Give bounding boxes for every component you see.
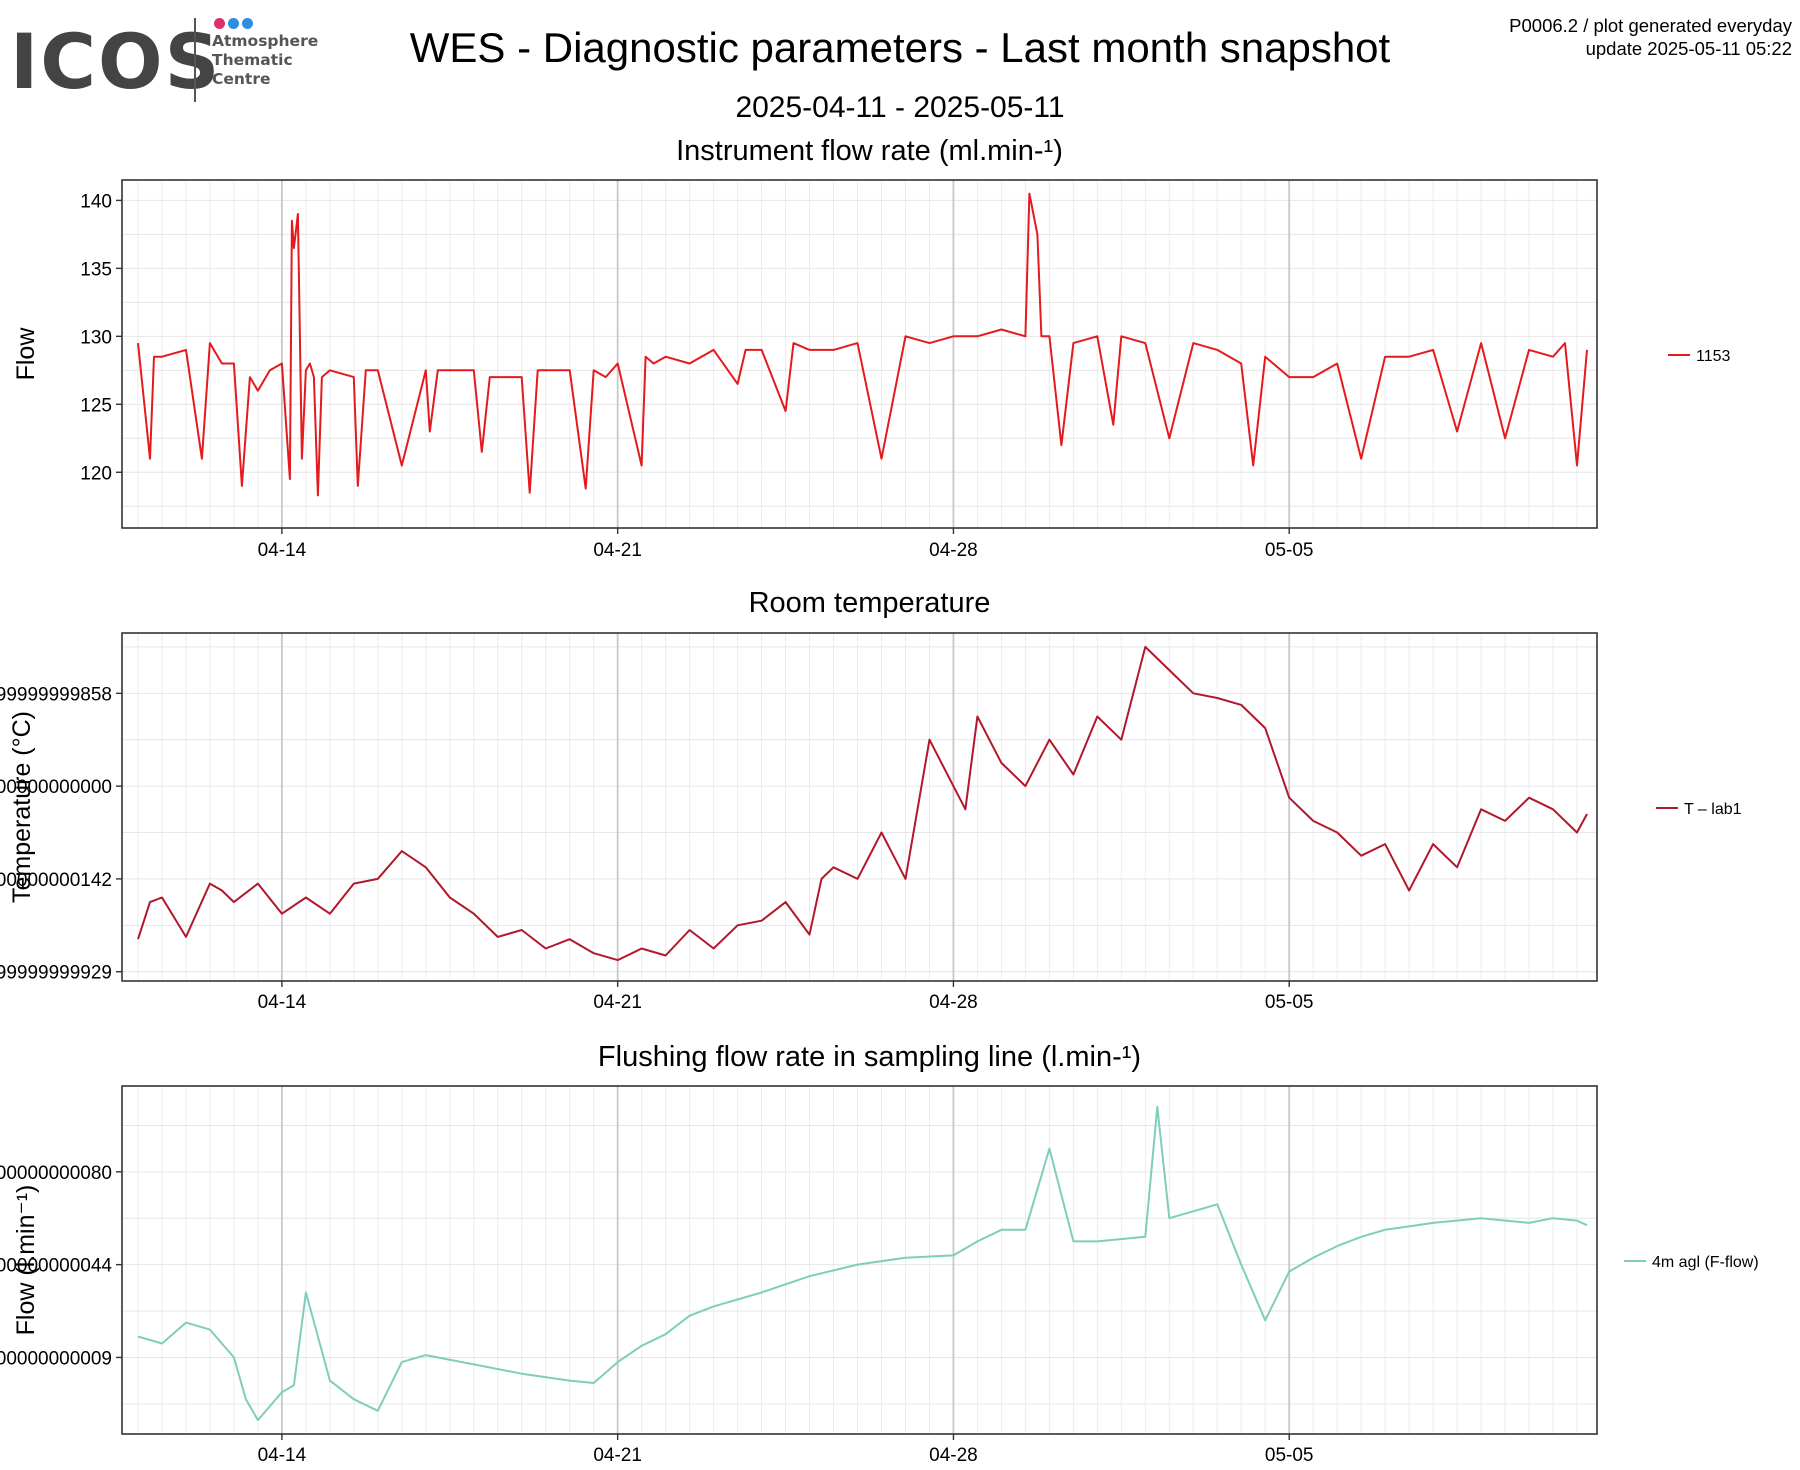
x-tick-label: 05-05: [1265, 540, 1314, 561]
x-tick-label: 04-21: [593, 1445, 642, 1466]
series-line: [137, 645, 1588, 962]
plot-id: P0006.2 / plot generated everyday: [1509, 15, 1792, 36]
y-tick-label: 1.760000000000000009: [0, 1348, 112, 1369]
y-axis-label: Flow (l.min⁻¹): [12, 1185, 40, 1336]
logo-dots-icon: [214, 16, 256, 34]
panel-title: Room temperature: [749, 587, 991, 619]
x-tick-label: 04-14: [258, 1445, 307, 1466]
x-tick-label: 05-05: [1265, 1445, 1314, 1466]
y-tick-label: 1.840000000000000080: [0, 1163, 112, 1184]
logo-dot-icon: [214, 18, 225, 29]
x-tick-label: 04-28: [929, 992, 978, 1013]
x-tick-label: 04-21: [593, 992, 642, 1013]
logo-line-1: Atmosphere: [212, 32, 319, 50]
y-tick-label: 22.00000000000000000: [0, 777, 112, 798]
logo-line-2: Thematic: [212, 51, 293, 69]
panel-border: [121, 1085, 1598, 1435]
legend-label: 1153: [1696, 348, 1731, 365]
y-tick-label: 120: [80, 463, 112, 484]
x-tick-label: 04-14: [258, 992, 307, 1013]
logo-divider: [194, 18, 196, 102]
y-tick-label: 135: [80, 259, 112, 280]
update-timestamp: update 2025-05-11 05:22: [1585, 38, 1792, 59]
y-tick-label: 21.60000000000000142: [0, 870, 112, 891]
legend-label: 4m agl (F-flow): [1652, 1254, 1759, 1271]
panel-border: [121, 179, 1598, 529]
series-line: [137, 192, 1588, 497]
y-tick-label: 22.39999999999999858: [0, 684, 112, 705]
x-tick-label: 05-05: [1265, 992, 1314, 1013]
legend-label: T – lab1: [1684, 801, 1742, 818]
y-tick-label: 130: [80, 327, 112, 348]
y-tick-label: 1.800000000000000044: [0, 1256, 112, 1277]
icos-logo: ICOS Atmosphere Thematic Centre: [10, 14, 340, 106]
x-tick-label: 04-21: [593, 540, 642, 561]
x-tick-label: 04-28: [929, 540, 978, 561]
date-range: 2025-04-11 - 2025-05-11: [735, 91, 1065, 124]
panel-border: [121, 632, 1598, 982]
y-tick-label: 21.19999999999999929: [0, 963, 112, 984]
logo-line-3: Centre: [212, 70, 271, 88]
series-line: [137, 1105, 1588, 1422]
logo-subtitle: Atmosphere Thematic Centre: [212, 32, 318, 89]
logo-wordmark: ICOS: [10, 17, 222, 106]
y-tick-label: 125: [80, 395, 112, 416]
y-axis-label: Flow: [12, 327, 40, 381]
logo-dot-icon: [228, 18, 239, 29]
panel-title: Flushing flow rate in sampling line (l.m…: [598, 1041, 1141, 1073]
y-axis-label: Temperature (°C): [8, 711, 36, 903]
page-title: WES - Diagnostic parameters - Last month…: [409, 24, 1391, 71]
y-tick-label: 140: [80, 191, 112, 212]
panel-title: Instrument flow rate (ml.min-¹): [676, 135, 1063, 167]
x-tick-label: 04-14: [258, 540, 307, 561]
x-tick-label: 04-28: [929, 1445, 978, 1466]
logo-dot-icon: [242, 18, 253, 29]
plot-meta: P0006.2 / plot generated everyday update…: [1509, 14, 1792, 60]
